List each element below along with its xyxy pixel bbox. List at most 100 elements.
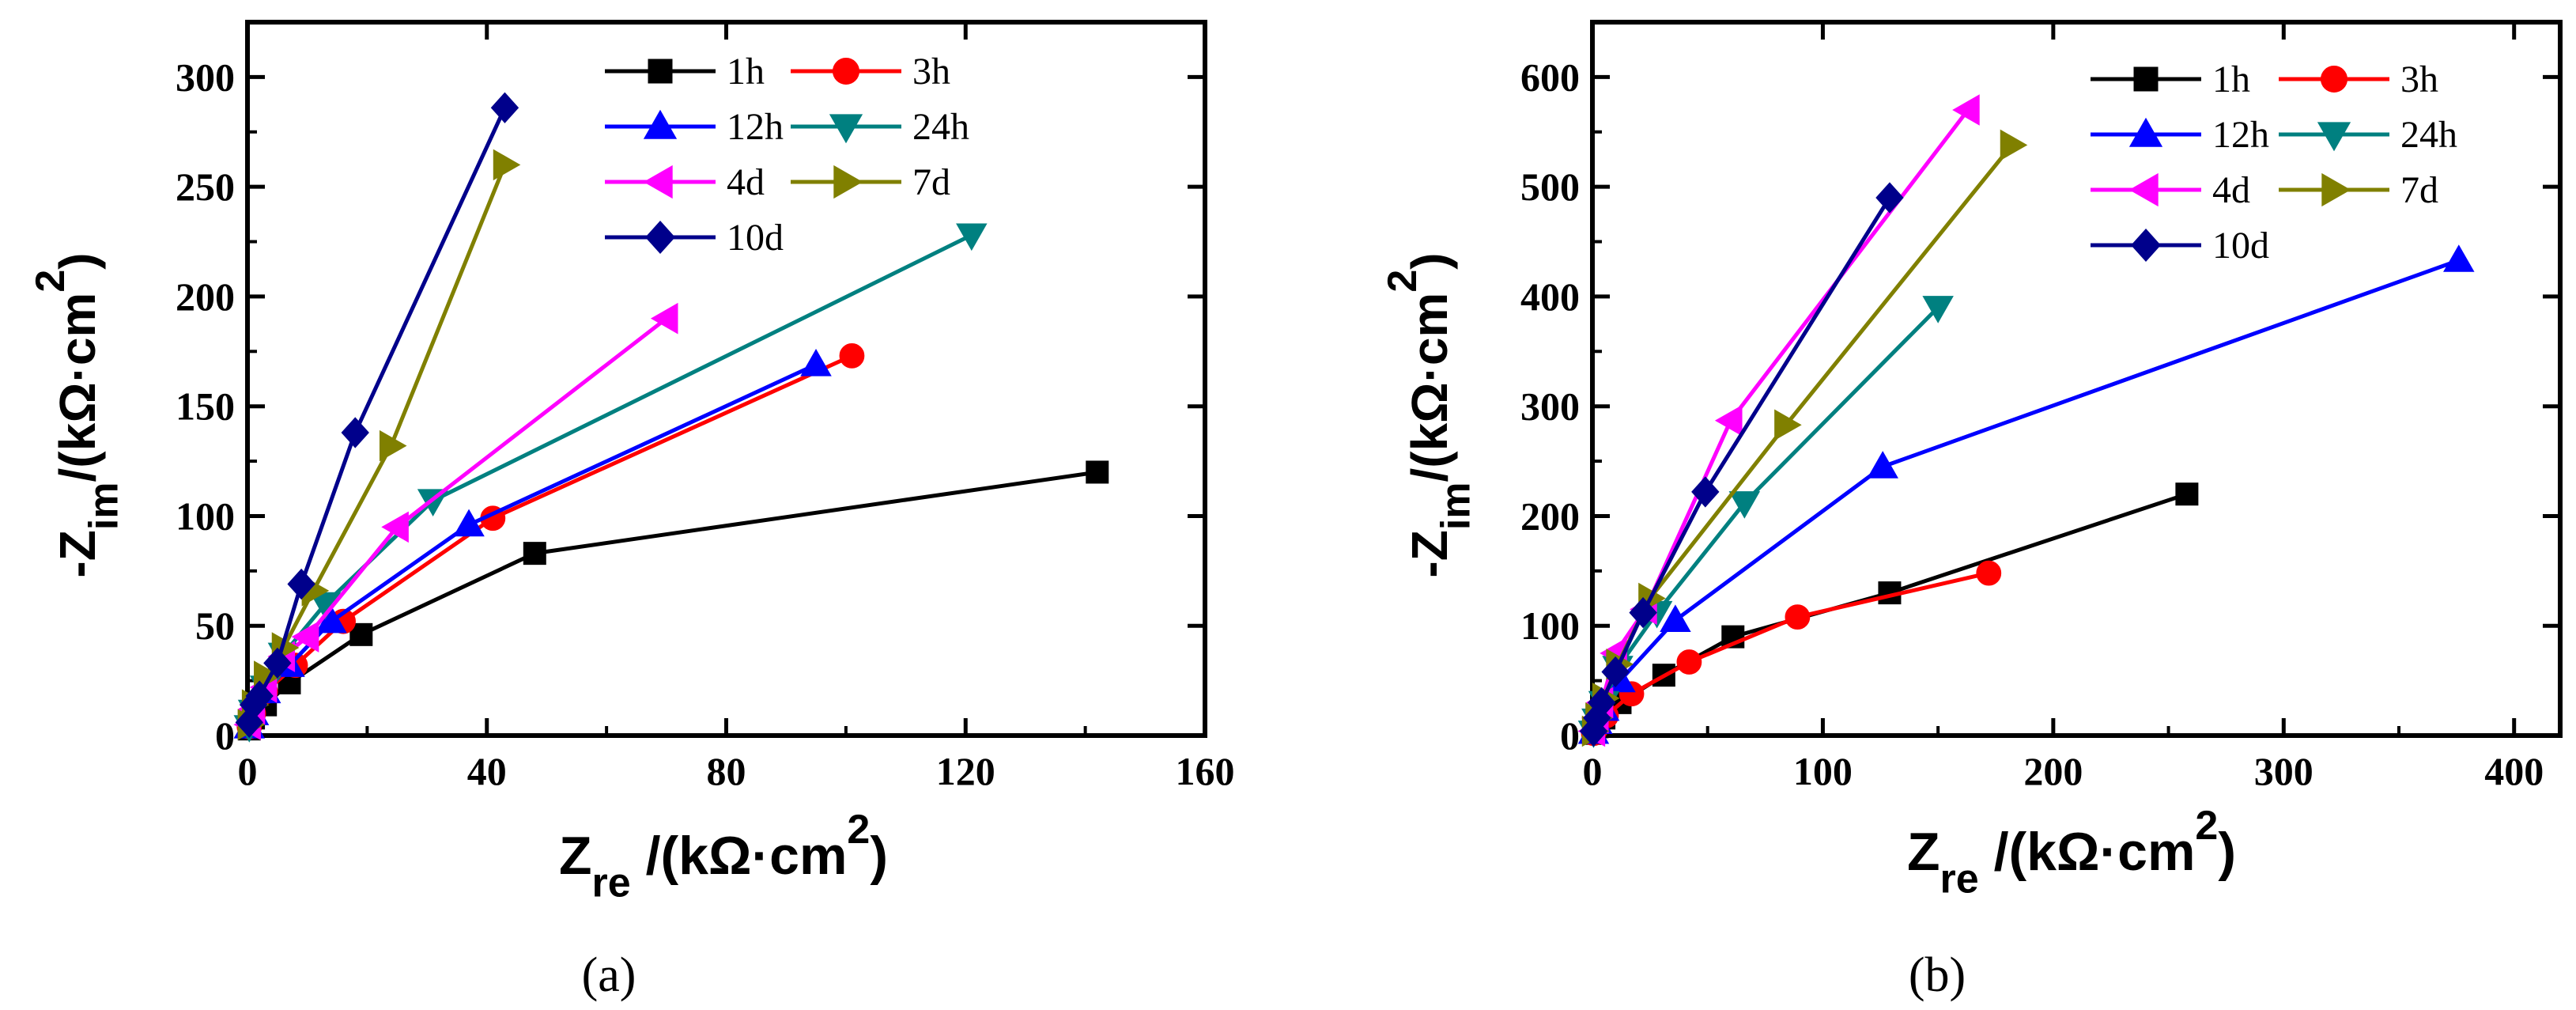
data-point-4d xyxy=(1714,404,1743,437)
data-point-1h xyxy=(523,542,546,566)
x-tick-label: 120 xyxy=(936,749,995,793)
x-tick-label: 200 xyxy=(2023,749,2083,793)
axis-ticks-a: 0 40 80 120 160 0 50 100 150 200 250 300 xyxy=(176,22,1235,793)
legend-label: 7d xyxy=(912,161,950,203)
legend-label: 1h xyxy=(727,51,765,93)
legend-b: 1h 3h 12h 24h 4d 7d 10d xyxy=(2091,59,2457,267)
legend-item-12h: 12h xyxy=(2091,114,2269,156)
series-24h xyxy=(1577,296,1954,748)
y-tick-label: 200 xyxy=(176,274,235,319)
legend-label: 10d xyxy=(727,217,784,259)
panel-label-a: (a) xyxy=(582,948,636,1002)
legend-item-12h: 12h xyxy=(605,106,784,148)
legend-label: 3h xyxy=(2400,59,2438,100)
legend-marker xyxy=(2133,66,2159,92)
axis-ticks-b: 0 100 200 300 400 0 100 200 300 400 500 600 xyxy=(1520,22,2560,793)
data-point-24h xyxy=(1922,296,1954,323)
data-point-1h xyxy=(2175,482,2199,506)
x-tick-label: 80 xyxy=(707,749,746,793)
legend-marker xyxy=(2321,172,2351,207)
legend-marker xyxy=(2321,66,2347,93)
series-group-a xyxy=(233,92,1109,743)
y-tick-label: 200 xyxy=(1520,494,1580,538)
series-line-4d xyxy=(247,316,668,725)
y-tick-label: 400 xyxy=(1520,274,1580,319)
y-tick-label: 250 xyxy=(176,165,235,209)
series-24h xyxy=(233,223,988,743)
series-line-24h xyxy=(247,233,973,728)
y-tick-label: 300 xyxy=(1520,384,1580,429)
series-line-12h xyxy=(1592,258,2460,733)
y-tick-label: 150 xyxy=(176,384,235,429)
y-axis-label-a: -Zim/(kΩ·cm2) xyxy=(28,252,127,577)
legend-label: 1h xyxy=(2212,59,2250,100)
legend-label: 12h xyxy=(727,106,784,148)
x-axis-label-b: Zre /(kΩ·cm2) xyxy=(1907,803,2236,902)
data-point-10d xyxy=(1875,182,1904,214)
legend-label: 10d xyxy=(2212,225,2269,267)
x-tick-label: 100 xyxy=(1793,749,1853,793)
data-point-10d xyxy=(1629,596,1657,629)
data-point-24h xyxy=(1728,491,1761,519)
series-1h xyxy=(237,460,1109,741)
legend-item-3h: 3h xyxy=(2279,59,2438,100)
data-point-7d xyxy=(493,149,521,181)
data-point-10d xyxy=(1601,656,1630,688)
legend-label: 24h xyxy=(912,106,969,148)
legend-marker xyxy=(829,114,863,144)
y-tick-label: 0 xyxy=(1560,713,1580,758)
legend-item-1h: 1h xyxy=(2091,59,2250,100)
y-tick-label: 50 xyxy=(195,603,235,648)
data-point-12h xyxy=(1660,604,1691,632)
legend-marker xyxy=(833,58,859,85)
legend-item-3h: 3h xyxy=(791,51,950,93)
data-point-10d xyxy=(245,680,274,712)
legend-marker xyxy=(645,221,675,254)
legend-item-1h: 1h xyxy=(605,51,765,93)
data-point-3h xyxy=(1785,604,1811,630)
series-10d xyxy=(235,92,519,738)
data-point-10d xyxy=(1587,687,1616,719)
data-point-4d xyxy=(291,621,319,653)
data-point-3h xyxy=(1676,649,1702,675)
x-tick-label: 400 xyxy=(2484,749,2544,793)
x-tick-label: 0 xyxy=(238,749,258,793)
legend-marker xyxy=(648,59,673,84)
data-point-10d xyxy=(1691,476,1720,508)
series-line-10d xyxy=(1592,196,1892,732)
y-tick-label: 0 xyxy=(215,713,235,758)
y-tick-label: 300 xyxy=(176,55,235,99)
legend-a: 1h 3h 12h 24h 4d 7d 10d xyxy=(605,51,969,259)
legend-item-24h: 24h xyxy=(791,106,969,148)
data-point-7d xyxy=(1774,409,1802,441)
legend-item-10d: 10d xyxy=(2091,225,2269,267)
series-10d xyxy=(1579,182,1904,747)
x-tick-label: 40 xyxy=(467,749,507,793)
data-point-10d xyxy=(490,92,519,123)
legend-marker xyxy=(2128,117,2163,147)
legend-item-4d: 4d xyxy=(2091,169,2250,211)
data-point-12h xyxy=(800,349,832,376)
data-point-10d xyxy=(263,647,292,679)
plot-frame-b xyxy=(1590,20,2563,738)
legend-item-7d: 7d xyxy=(791,161,950,203)
series-3h xyxy=(236,342,865,740)
data-point-4d xyxy=(381,511,409,543)
legend-marker xyxy=(2317,122,2351,152)
data-point-3h xyxy=(1976,560,2002,586)
y-tick-label: 100 xyxy=(1520,603,1580,648)
data-point-7d xyxy=(379,429,407,462)
y-tick-label: 600 xyxy=(1520,55,1580,99)
y-tick-label: 500 xyxy=(1520,165,1580,209)
legend-marker xyxy=(2128,172,2159,207)
data-point-4d xyxy=(1952,94,1980,126)
y-axis-label-b: -Zim/(kΩ·cm2) xyxy=(1380,252,1479,577)
y-tick-label: 100 xyxy=(176,494,235,538)
legend-label: 4d xyxy=(2212,169,2250,211)
legend-label: 12h xyxy=(2212,114,2269,156)
legend-label: 4d xyxy=(727,161,765,203)
data-point-4d xyxy=(650,302,678,335)
data-point-10d xyxy=(287,568,315,600)
legend-item-4d: 4d xyxy=(605,161,765,203)
series-group-b xyxy=(1577,94,2475,748)
